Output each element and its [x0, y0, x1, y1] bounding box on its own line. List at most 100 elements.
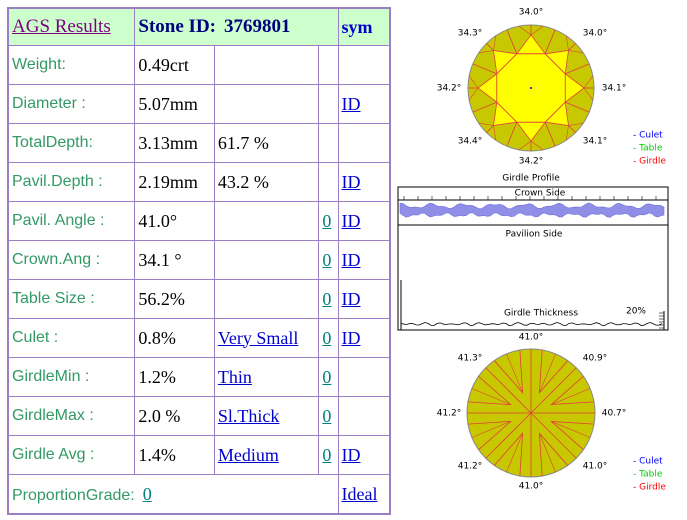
cell: 2.19mm	[134, 162, 215, 202]
cell: ID	[337, 279, 391, 319]
row-grade[interactable]: Ideal	[341, 483, 378, 504]
angle-label: 34.1°	[602, 84, 627, 94]
girdle-facet	[568, 125, 576, 133]
upper-girdle	[478, 35, 497, 54]
cell: 41.0°	[134, 201, 215, 241]
profile-title: Girdle Profile	[502, 174, 560, 184]
upper-girdle	[478, 122, 497, 141]
row-id[interactable]: ID	[341, 288, 361, 309]
angle-label: 34.2°	[437, 84, 462, 94]
legend-entry: - Culet	[633, 131, 663, 141]
upper-girdle	[468, 75, 479, 101]
culet-dot	[530, 87, 532, 89]
row-value: 34.1 °	[138, 249, 182, 270]
angle-label: 41.2°	[458, 462, 483, 472]
row-label: Pavil.Depth :	[12, 173, 103, 190]
girdle-facet	[568, 43, 576, 51]
row: Girdle Avg : 1.4% Medium 0 ID	[7, 435, 391, 475]
row-id[interactable]: ID	[341, 93, 361, 114]
cell: Very Small	[213, 318, 320, 358]
cell: Stone ID: 3769801	[134, 7, 339, 46]
stone-id-label: Stone ID:	[138, 16, 216, 37]
pavilion-split	[471, 421, 511, 438]
row-id[interactable]: ID	[341, 327, 361, 348]
legend-entry: - Table	[633, 144, 663, 154]
row-id[interactable]: ID	[341, 249, 361, 270]
upper-girdle	[518, 140, 544, 151]
angle-label: 41.0°	[519, 333, 544, 343]
cell: 43.2 %	[213, 162, 320, 202]
row-id[interactable]: ID	[341, 171, 361, 192]
angle-label: 34.2°	[519, 157, 544, 167]
thickness-line	[400, 322, 663, 326]
cell: 3.13mm	[134, 123, 215, 163]
row-value: 2.0 %	[138, 405, 181, 426]
angle-label: 40.7°	[602, 409, 627, 419]
bezel-edge	[472, 101, 497, 113]
row: GirdleMin : 1.2% Thin 0	[7, 357, 391, 397]
pavilion-split	[471, 388, 511, 405]
cell: 1.4%	[134, 435, 215, 475]
cell: GirdleMin :	[7, 357, 136, 397]
row-label: Weight:	[12, 56, 66, 73]
upper-girdle	[583, 75, 594, 101]
angle-label: 41.3°	[458, 354, 483, 364]
row-value[interactable]: 0	[142, 483, 152, 504]
row: Diameter : 5.07mm ID	[7, 84, 391, 124]
row-grade[interactable]: Medium	[217, 444, 279, 465]
pavilion-split	[551, 421, 591, 438]
cell	[213, 45, 320, 85]
row-value: 5.07mm	[138, 93, 198, 114]
angle-label: 34.4°	[458, 137, 483, 147]
row-label: Crown.Ang :	[12, 251, 101, 268]
bezel-edge	[544, 122, 556, 147]
upper-girdle	[565, 35, 584, 54]
row-grade[interactable]: Thin	[217, 366, 252, 387]
cell	[337, 396, 391, 436]
bezel-edge	[565, 63, 590, 75]
row-sym[interactable]: 0	[322, 405, 332, 426]
row-sym[interactable]: 0	[322, 327, 332, 348]
angle-label: 34.3°	[458, 29, 483, 39]
row-sym[interactable]: 0	[322, 288, 332, 309]
cell	[213, 201, 320, 241]
row-id[interactable]: ID	[341, 210, 361, 231]
cell: Ideal	[337, 474, 391, 515]
row-label: GirdleMin :	[12, 368, 90, 385]
cell: 0	[318, 435, 339, 475]
cell: 0	[318, 357, 339, 397]
cell: 2.0 %	[134, 396, 215, 436]
angle-label: 41.0°	[519, 482, 544, 492]
row-sym[interactable]: 0	[322, 210, 332, 231]
row-id[interactable]: ID	[341, 444, 361, 465]
row-sym[interactable]: 0	[322, 366, 332, 387]
row-label: Pavil. Angle :	[12, 212, 105, 229]
cell: TotalDepth:	[7, 123, 136, 163]
cell: Diameter :	[7, 84, 136, 124]
row-grade[interactable]: Sl.Thick	[217, 405, 280, 426]
row-sym[interactable]: 0	[322, 444, 332, 465]
bezel-edge	[506, 29, 518, 54]
row: ProportionGrade: 0 Ideal	[7, 474, 391, 515]
row-value: 0.49crt	[138, 54, 189, 75]
cell: Crown.Ang :	[7, 240, 136, 280]
cell: Sl.Thick	[213, 396, 320, 436]
cell: ID	[337, 201, 391, 241]
row: Weight: 0.49crt	[7, 45, 391, 85]
girdle-facet	[486, 125, 494, 133]
angle-label: 40.9°	[583, 354, 608, 364]
cell: Table Size :	[7, 279, 136, 319]
angle-label: 34.0°	[583, 29, 608, 39]
legend-entry: - Girdle	[633, 483, 666, 493]
bezel-edge	[506, 122, 518, 147]
cell: 0	[318, 279, 339, 319]
pavilion-main	[485, 367, 532, 414]
row-value: 0.8%	[138, 327, 176, 348]
row-sym[interactable]: 0	[322, 249, 332, 270]
cell: 0.49crt	[134, 45, 215, 85]
row-grade[interactable]: Very Small	[217, 327, 299, 348]
cell: Pavil.Depth :	[7, 162, 136, 202]
title-link[interactable]: AGS Results	[12, 16, 111, 37]
pavilion-main	[530, 412, 577, 459]
